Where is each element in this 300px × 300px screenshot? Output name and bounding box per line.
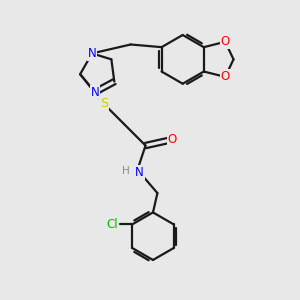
Text: S: S [100, 98, 108, 110]
Text: Cl: Cl [107, 218, 118, 231]
Text: O: O [168, 133, 177, 146]
Text: N: N [135, 166, 144, 179]
Text: N: N [91, 85, 99, 98]
Text: H: H [122, 166, 130, 176]
Text: O: O [220, 70, 230, 83]
Text: O: O [220, 35, 230, 48]
Text: N: N [88, 47, 96, 60]
